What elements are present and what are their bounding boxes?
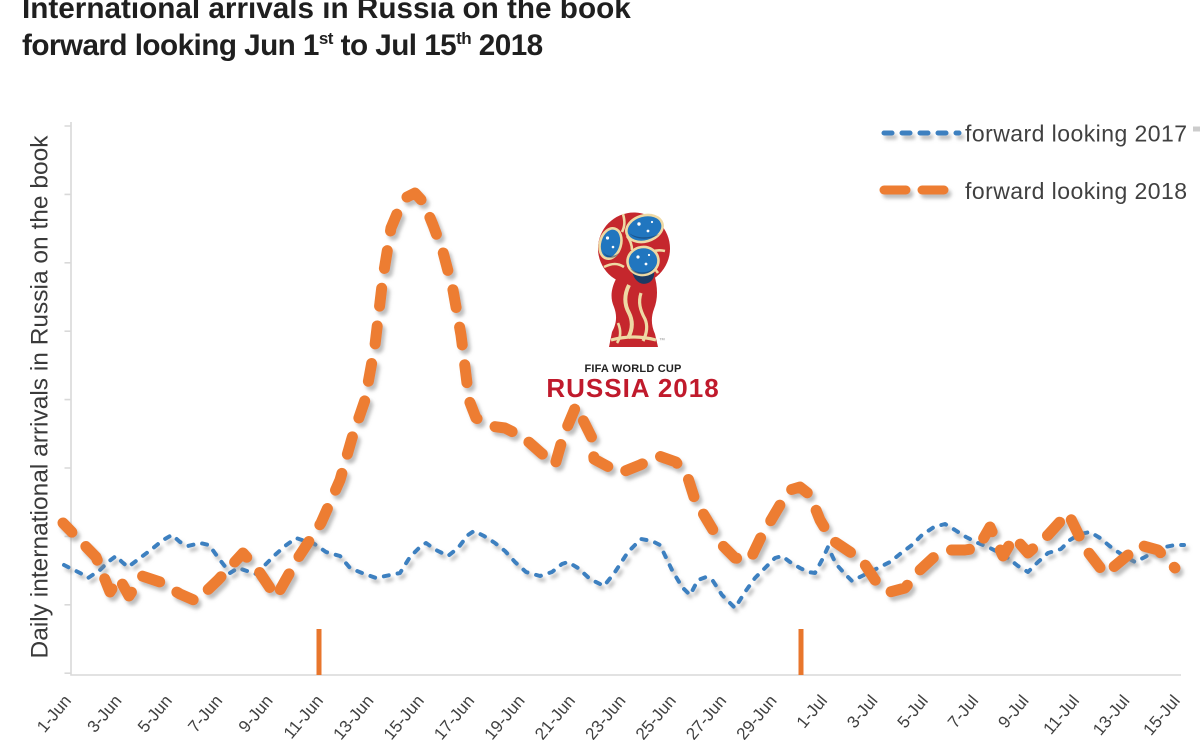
svg-text:FIFA WORLD CUP: FIFA WORLD CUP xyxy=(584,363,681,375)
svg-text:forward looking 2018: forward looking 2018 xyxy=(965,178,1188,204)
svg-text:forward looking 2017: forward looking 2017 xyxy=(965,121,1188,147)
svg-text:5-Jun: 5-Jun xyxy=(134,691,176,736)
svg-text:9-Jun: 9-Jun xyxy=(235,691,277,736)
svg-text:17-Jun: 17-Jun xyxy=(430,691,478,740)
svg-text:15-Jun: 15-Jun xyxy=(380,691,428,740)
svg-text:3-Jul: 3-Jul xyxy=(843,691,881,731)
svg-text:27-Jun: 27-Jun xyxy=(682,691,730,740)
svg-text:21-Jun: 21-Jun xyxy=(531,691,579,740)
svg-text:23-Jun: 23-Jun xyxy=(581,691,629,740)
svg-text:RUSSIA 2018: RUSSIA 2018 xyxy=(546,373,719,403)
svg-text:3-Jun: 3-Jun xyxy=(84,691,126,736)
svg-text:Daily international arrivals i: Daily international arrivals in Russia o… xyxy=(27,135,54,659)
svg-text:25-Jun: 25-Jun xyxy=(632,691,680,740)
svg-text:13-Jun: 13-Jun xyxy=(329,691,377,740)
svg-text:19-Jun: 19-Jun xyxy=(481,691,529,740)
svg-text:13-Jul: 13-Jul xyxy=(1089,691,1133,739)
svg-text:7-Jun: 7-Jun xyxy=(184,691,226,736)
svg-text:7-Jul: 7-Jul xyxy=(944,691,982,731)
svg-text:11-Jun: 11-Jun xyxy=(280,691,327,740)
svg-text:29-Jun: 29-Jun xyxy=(733,691,781,740)
svg-text:9-Jul: 9-Jul xyxy=(994,691,1032,731)
svg-text:15-Jul: 15-Jul xyxy=(1140,691,1184,739)
svg-text:™: ™ xyxy=(659,337,665,344)
svg-text:11-Jul: 11-Jul xyxy=(1040,691,1084,738)
svg-text:1-Jun: 1-Jun xyxy=(33,691,75,736)
svg-text:1-Jul: 1-Jul xyxy=(793,691,831,731)
svg-text:5-Jul: 5-Jul xyxy=(894,691,932,731)
